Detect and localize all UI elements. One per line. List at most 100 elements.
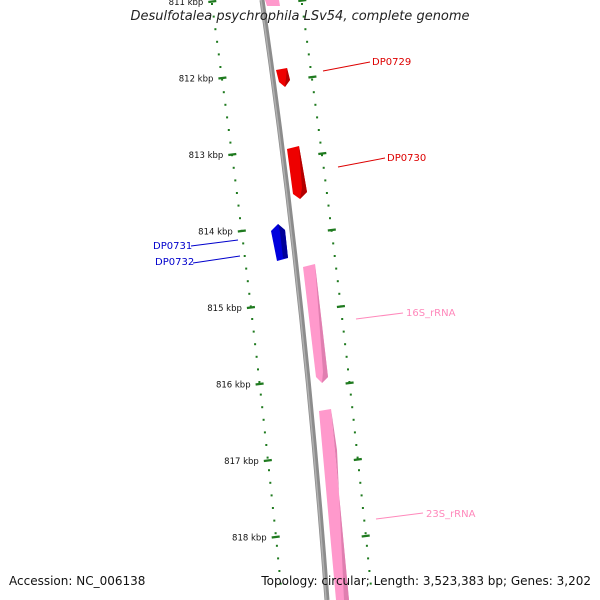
feature-23s-rrna[interactable]: 23S_rRNA [319, 409, 476, 600]
ring-dot [239, 217, 241, 220]
feature-16s-rrna[interactable]: 16S_rRNA [303, 264, 456, 383]
rrna-arrow[interactable] [265, 0, 280, 6]
ring-dot [369, 582, 372, 585]
ring-dot [216, 40, 219, 43]
tick-mark [298, 0, 307, 3]
leader-line-dp0729 [322, 61, 371, 72]
ring-dot [361, 507, 364, 509]
tick-label: 817 kbp [224, 457, 259, 467]
ring-dot [353, 431, 356, 434]
inner-dotted-ring [211, 3, 282, 585]
ring-dot [259, 393, 262, 396]
ring-dot [252, 330, 255, 333]
feature-dp0731-dp0732[interactable]: DP0731 DP0732 [153, 224, 288, 268]
ring-dot [251, 318, 254, 320]
ring-dot [246, 280, 249, 283]
ring-dot [319, 141, 322, 144]
ring-dot [243, 255, 246, 257]
gene-label-dp0730[interactable]: DP0730 [387, 153, 426, 164]
gene-arrow-dp0730-shade [299, 146, 307, 199]
ring-dot [349, 393, 352, 396]
ring-dot [270, 494, 273, 497]
rrna-arrow-23s-shade [331, 409, 349, 600]
gene-label-23s-rrna[interactable]: 23S_rRNA [426, 509, 476, 520]
ring-dot [271, 507, 274, 509]
ring-dot [345, 355, 348, 358]
tick-mark [237, 229, 246, 233]
leader-line-dp0731 [190, 239, 239, 247]
ring-dot [359, 481, 362, 484]
feature-dp0729[interactable]: DP0729 [276, 57, 411, 87]
ring-dot [356, 456, 359, 459]
ring-dot [229, 141, 232, 144]
accession-text: Accession: NC_006138 [9, 574, 146, 588]
ring-dot [261, 406, 264, 409]
gene-label-dp0732[interactable]: DP0732 [155, 257, 194, 268]
ring-dot [219, 66, 222, 68]
ring-dot [255, 355, 258, 358]
ring-dot [329, 217, 331, 220]
tick-mark [228, 152, 237, 157]
tick-mark [208, 0, 217, 4]
ring-dot [227, 129, 230, 131]
ring-dot [266, 456, 269, 459]
ring-dot [274, 532, 277, 535]
tick-label: 816 kbp [216, 381, 251, 391]
leader-line-dp0730 [337, 157, 386, 168]
tick-label: 812 kbp [179, 75, 214, 85]
ring-dot [265, 444, 268, 446]
ring-dot [257, 368, 259, 371]
ring-dot [273, 519, 276, 522]
ring-dot [368, 570, 371, 572]
leader-line-16s-rrna [355, 312, 404, 320]
leader-line-23s-rrna [375, 512, 424, 520]
ring-dot [217, 53, 220, 56]
ring-dot [268, 469, 270, 472]
ring-dot [307, 53, 310, 56]
tick-mark [345, 381, 354, 385]
ring-dot [352, 418, 355, 421]
ring-dot [336, 280, 339, 283]
rrna-arrow-16s-shade [315, 264, 328, 383]
ring-dot [302, 15, 305, 18]
ring-dot [311, 78, 314, 81]
tick-mark [308, 75, 317, 79]
ring-dot [314, 103, 317, 106]
ring-dot [278, 570, 281, 572]
feature-rrna-top[interactable] [265, 0, 280, 6]
gene-label-16s-rrna[interactable]: 16S_rRNA [406, 308, 456, 319]
ring-dot [363, 519, 366, 522]
ring-dot [263, 431, 266, 434]
feature-dp0730[interactable]: DP0730 [287, 146, 426, 199]
tick-mark [318, 151, 327, 156]
tick-label: 811 kbp [169, 0, 204, 8]
rrna-arrow-23s[interactable] [319, 409, 349, 600]
ring-dot [333, 255, 336, 257]
tick-label: 814 kbp [198, 228, 233, 238]
ring-dot [358, 469, 360, 472]
tick-label: 813 kbp [189, 151, 224, 161]
ring-dot [367, 557, 370, 560]
ring-dot [312, 91, 315, 94]
gene-arrow-dp0731-shade [278, 224, 288, 258]
ring-dot [364, 532, 367, 535]
gene-label-dp0731[interactable]: DP0731 [153, 241, 192, 252]
ring-dot [248, 292, 251, 295]
ring-dot [360, 494, 363, 497]
ring-dot [262, 418, 265, 421]
ring-dot [306, 40, 309, 43]
ring-dot [342, 330, 345, 333]
ring-dot [309, 66, 312, 68]
tick-label: 815 kbp [207, 304, 242, 314]
ring-dot [335, 267, 338, 270]
ring-dot [301, 3, 303, 5]
gene-label-dp0729[interactable]: DP0729 [372, 57, 411, 68]
ring-dot [321, 154, 323, 157]
ring-dot [245, 267, 248, 270]
tick-mark [327, 228, 336, 232]
topology-text: Topology: circular; Length: 3,523,383 bp… [261, 574, 591, 588]
ring-dot [254, 343, 257, 346]
ring-dot [212, 15, 215, 18]
tick-mark [246, 305, 256, 310]
